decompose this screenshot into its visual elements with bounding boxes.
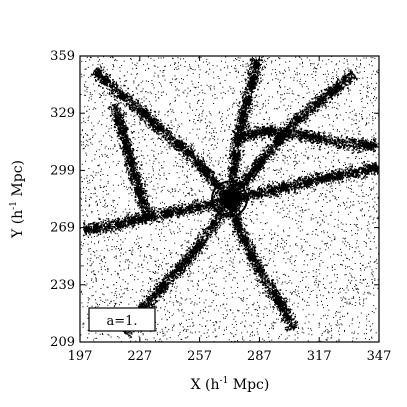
halo-marker-circle — [211, 180, 248, 218]
y-tick-label: 359 — [50, 49, 75, 64]
x-tick-label: 197 — [68, 349, 93, 364]
annotation-box: a=1. — [88, 307, 156, 332]
y-tick-label: 209 — [50, 335, 75, 350]
y-tick-label: 239 — [50, 278, 75, 293]
particles — [80, 56, 379, 342]
x-tick-label: 287 — [247, 349, 272, 364]
x-axis-title: X (h-1 Mpc) — [191, 376, 270, 393]
y-tick-labels: 209 239 269 299 329 359 — [50, 49, 75, 350]
y-axis-title: Y (h-1 Mpc) — [9, 160, 26, 239]
y-tick-label: 299 — [50, 163, 75, 178]
annotation-label: a=1. — [106, 314, 137, 329]
axis-ticks — [79, 55, 380, 343]
x-tick-labels: 197 227 257 287 317 347 — [68, 349, 392, 364]
x-tick-label: 347 — [367, 349, 392, 364]
halo-marker-ring — [213, 186, 242, 216]
x-tick-label: 257 — [187, 349, 212, 364]
y-tick-label: 329 — [50, 106, 75, 121]
y-tick-label: 269 — [50, 221, 75, 236]
x-tick-label: 317 — [307, 349, 332, 364]
x-tick-label: 227 — [127, 349, 152, 364]
particle-field — [80, 56, 379, 342]
